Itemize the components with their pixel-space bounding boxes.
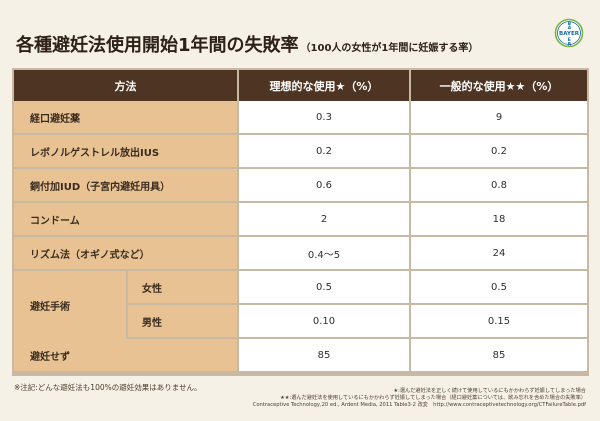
svg-text:A: A (568, 25, 572, 31)
ideal-value: 0.6 (238, 168, 411, 203)
table-row: 避妊手術 女性 0.5 0.5 (14, 270, 587, 339)
table-row: 避妊せず 85 85 (14, 338, 587, 371)
svg-text:E: E (568, 37, 571, 43)
footnotes: ★:選んだ避妊法を正しく続けて使用しているにもかかわらず妊娠してしまった場合 ★… (253, 388, 586, 409)
header-typical-use: 一般的な使用★★（%） (410, 70, 587, 101)
method-cell: 経口避妊薬 (14, 101, 239, 135)
footnote-star1: ★:選んだ避妊法を正しく続けて使用しているにもかかわらず妊娠してしまった場合 (393, 388, 586, 394)
sterilization-label: 避妊手術 (14, 271, 128, 339)
table-row: コンドーム 2 18 (14, 202, 587, 237)
sterilization-male-label: 男性 (142, 317, 162, 329)
ideal-value: 2 (238, 202, 411, 237)
typical-value: 24 (410, 236, 587, 271)
method-cell: 避妊せず (14, 338, 239, 371)
footnote-star2: ★★:選んだ避妊法を使用しているにもかかわらず妊娠してしまった場合（経口避妊薬に… (280, 395, 586, 401)
typical-value: 9 (410, 101, 587, 135)
table-row: レボノルゲストレル放出IUS 0.2 0.2 (14, 134, 587, 169)
typical-value: 0.8 (410, 168, 587, 203)
method-cell: コンドーム (14, 202, 239, 237)
svg-text:R: R (568, 41, 572, 47)
typical-value: 0.5 (410, 270, 587, 305)
typical-value: 85 (410, 338, 587, 371)
ideal-value: 0.2 (238, 134, 411, 169)
ideal-value: 0.5 (238, 270, 411, 305)
method-cell: リズム法（オギノ式など） (14, 236, 239, 271)
typical-value: 18 (410, 202, 587, 237)
sterilization-cell: 避妊手術 女性 (14, 270, 239, 339)
ideal-value: 0.10 (238, 304, 411, 339)
typical-value: 0.15 (410, 304, 587, 339)
header-method: 方法 (14, 70, 239, 101)
title-main: 各種避妊法使用開始1年間の失敗率 (16, 35, 299, 56)
table-header-row: 方法 理想的な使用★（%） 一般的な使用★★（%） (14, 70, 587, 101)
sterilization-female-label: 女性 (142, 283, 162, 295)
ideal-value: 0.4〜5 (238, 236, 411, 271)
bayer-logo: BAYER B A E R (554, 18, 584, 47)
typical-value: 0.2 (410, 134, 587, 169)
source-citation: Contraceptive Technology,20 ed., Ardent … (252, 402, 586, 408)
svg-text:B: B (568, 21, 572, 27)
ideal-value: 85 (238, 338, 411, 371)
table-row: リズム法（オギノ式など） 0.4〜5 24 (14, 236, 587, 271)
svg-text:BAYER: BAYER (559, 31, 580, 37)
table-row: 銅付加IUD（子宮内避妊用具） 0.6 0.8 (14, 168, 587, 203)
page-title: 各種避妊法使用開始1年間の失敗率 （100人の女性が1年間に妊娠する率） (16, 31, 478, 57)
method-cell: 銅付加IUD（子宮内避妊用具） (14, 168, 239, 203)
table-row: 経口避妊薬 0.3 9 (14, 101, 587, 135)
header-ideal-use: 理想的な使用★（%） (238, 70, 411, 101)
failure-rate-table: 方法 理想的な使用★（%） 一般的な使用★★（%） 経口避妊薬 0.3 9 レボ… (14, 70, 587, 371)
disclaimer-note: ※注記:どんな避妊法も100%の避妊効果はありません。 (14, 383, 202, 392)
ideal-value: 0.3 (238, 101, 411, 135)
title-subtitle: （100人の女性が1年間に妊娠する率） (300, 43, 479, 54)
method-cell: レボノルゲストレル放出IUS (14, 134, 239, 169)
